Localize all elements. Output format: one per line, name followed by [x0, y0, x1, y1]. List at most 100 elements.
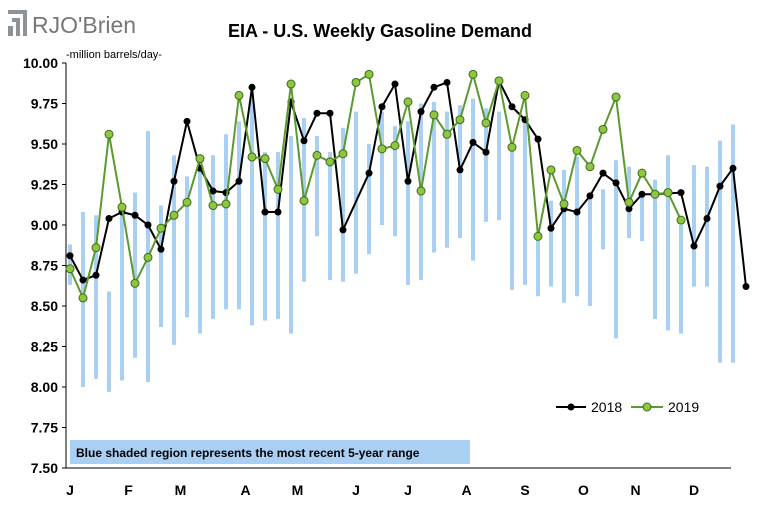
logo-text: RJO'Brien — [32, 12, 136, 38]
data-point-2019 — [117, 202, 127, 212]
legend-marker-2018 — [567, 403, 575, 411]
data-point-2019 — [130, 278, 140, 288]
data-point-2018 — [170, 177, 178, 185]
data-point-2019 — [481, 118, 491, 128]
data-point-2018 — [534, 135, 542, 143]
data-point-2018 — [66, 252, 74, 260]
data-point-2019 — [611, 92, 621, 102]
data-point-2018 — [677, 189, 685, 197]
data-point-2019 — [143, 252, 153, 262]
data-point-2019 — [442, 129, 452, 139]
range-bar — [406, 121, 410, 285]
x-tick-label: J — [352, 482, 360, 498]
data-point-2018 — [391, 80, 399, 88]
range-bar — [679, 225, 683, 334]
range-bar — [471, 98, 475, 261]
range-bar — [523, 119, 527, 285]
data-point-2019 — [572, 145, 582, 155]
data-point-2018 — [183, 117, 191, 125]
y-tick-label: 9.75 — [31, 96, 58, 112]
range-bar — [250, 95, 254, 326]
range-bar — [159, 205, 163, 328]
data-point-2019 — [156, 223, 166, 233]
data-point-2019 — [273, 184, 283, 194]
range-note-box — [70, 440, 470, 464]
y-tick-label: 7.75 — [31, 420, 58, 436]
data-point-2019 — [377, 144, 387, 154]
data-point-2018 — [92, 271, 100, 279]
data-point-2019 — [494, 76, 504, 86]
data-point-2018 — [261, 208, 269, 216]
range-bar — [705, 166, 709, 287]
data-point-2019 — [598, 124, 608, 134]
data-point-2019 — [390, 141, 400, 151]
data-point-2018 — [105, 215, 113, 223]
data-point-2019 — [507, 142, 517, 152]
data-point-2018 — [430, 83, 438, 91]
range-bar — [432, 101, 436, 253]
data-point-2018 — [365, 169, 373, 177]
data-point-2019 — [676, 215, 686, 225]
x-tick-label: A — [461, 482, 471, 498]
range-note-text: Blue shaded region represents the most r… — [76, 446, 420, 460]
series-2019 — [65, 69, 686, 303]
range-bar — [549, 200, 553, 287]
x-tick-label: S — [520, 482, 529, 498]
legend: 2018 2019 — [556, 399, 699, 415]
data-point-2019 — [65, 264, 75, 274]
data-point-2019 — [182, 197, 192, 207]
data-point-2018 — [144, 221, 152, 229]
legend-label-2018: 2018 — [591, 399, 622, 415]
data-point-2018 — [482, 148, 490, 156]
data-point-2018 — [443, 78, 451, 86]
y-tick-label: 9.00 — [31, 217, 58, 233]
data-point-2018 — [339, 226, 347, 234]
data-point-2019 — [104, 129, 114, 139]
data-point-2019 — [338, 149, 348, 159]
range-bar — [94, 215, 98, 379]
range-bar — [380, 111, 384, 225]
range-bar — [172, 155, 176, 345]
data-point-2019 — [221, 199, 231, 209]
range-bar — [133, 192, 137, 358]
x-tick-label: N — [630, 482, 640, 498]
y-tick-label: 8.50 — [31, 298, 58, 314]
range-bar — [562, 169, 566, 303]
data-point-2019 — [416, 186, 426, 196]
data-point-2018 — [313, 109, 321, 117]
range-bar — [237, 121, 241, 310]
x-tick-label: D — [689, 482, 699, 498]
range-bar — [718, 140, 722, 363]
y-tick-label: 7.50 — [31, 460, 58, 476]
range-bar — [393, 126, 397, 237]
data-point-2019 — [364, 69, 374, 79]
data-point-2019 — [208, 201, 218, 211]
data-point-2018 — [157, 245, 165, 253]
logo-mark-icon — [8, 10, 27, 36]
range-note: Blue shaded region represents the most r… — [70, 440, 470, 464]
data-point-2018 — [456, 166, 464, 174]
data-point-2018 — [716, 182, 724, 190]
range-bar — [640, 192, 644, 242]
range-bar — [575, 156, 579, 297]
data-point-2018 — [326, 109, 334, 117]
range-bar — [484, 108, 488, 222]
range-bar — [731, 124, 735, 363]
data-point-2018 — [79, 276, 87, 284]
x-tick-label: M — [292, 482, 304, 498]
data-point-2019 — [468, 69, 478, 79]
range-bar — [276, 152, 280, 319]
data-point-2018 — [703, 215, 711, 223]
range-bar — [614, 160, 618, 339]
data-point-2019 — [312, 150, 322, 160]
chart-title: EIA - U.S. Weekly Gasoline Demand — [228, 21, 532, 41]
data-point-2019 — [663, 188, 673, 198]
range-bar — [289, 135, 293, 334]
data-point-2018 — [586, 192, 594, 200]
data-point-2019 — [624, 197, 634, 207]
data-point-2019 — [195, 154, 205, 164]
legend-item-2019: 2019 — [631, 399, 699, 415]
range-bar — [510, 144, 514, 290]
range-bar — [198, 168, 202, 334]
plot-area: 10.00 9.75 9.50 9.25 9.00 8.75 8.50 8.25 8.00 7.7… — [23, 55, 750, 498]
